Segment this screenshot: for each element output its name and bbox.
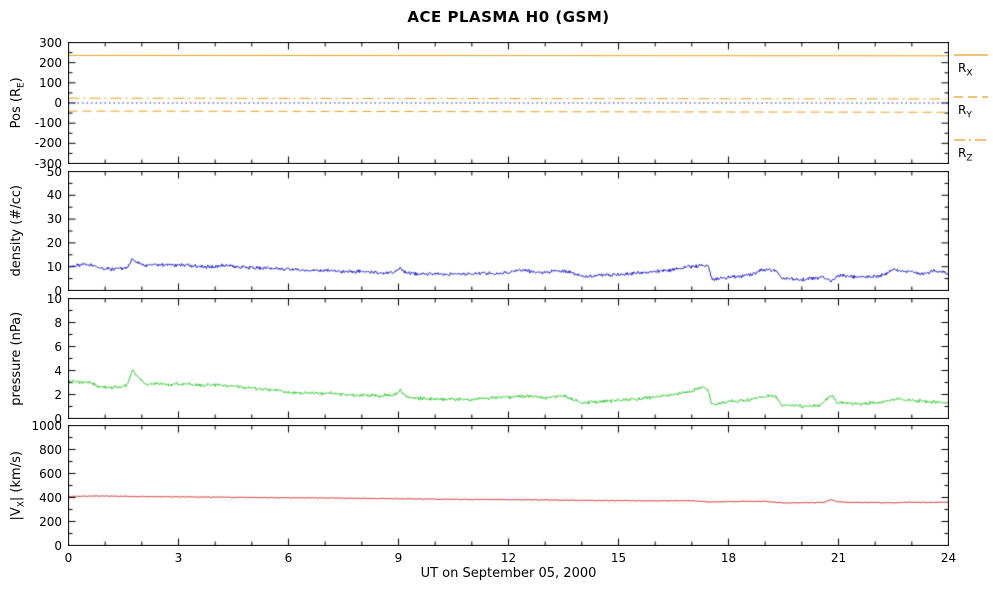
y-tick-label: 20 [46, 235, 62, 250]
y-tick-label: 800 [39, 442, 62, 457]
legend-line-dashdot-icon [954, 139, 988, 141]
x-axis-label: UT on September 05, 2000 [420, 566, 597, 581]
x-tick-label: 21 [830, 551, 847, 565]
x-tick-label: 3 [174, 551, 183, 565]
y-tick-label: 40 [46, 188, 62, 203]
legend-line-solid-icon [954, 54, 988, 56]
legend: RX RY RZ [952, 52, 993, 179]
y-tick-label: 1000 [31, 418, 62, 433]
legend-label-rx: RX [958, 61, 973, 79]
density-plot-canvas [68, 171, 949, 291]
legend-line-dashed-icon [954, 96, 988, 99]
legend-entry-rx: RX [952, 52, 993, 78]
y-tick-label: 10 [46, 291, 62, 306]
y-tick-label: 0 [54, 96, 62, 110]
chart-title: ACE PLASMA H0 (GSM) [407, 8, 610, 26]
position-plot-canvas [68, 42, 949, 164]
x-tick-label: 9 [394, 551, 403, 565]
y-tick-label: 200 [39, 514, 62, 529]
legend-label-ry: RY [958, 103, 972, 121]
x-tick-label: 6 [284, 551, 293, 565]
legend-entry-ry: RY [952, 94, 993, 121]
y-tick-label: -300 [34, 156, 62, 171]
x-tick-label: 18 [720, 551, 737, 565]
x-tick-label: 15 [610, 551, 627, 565]
legend-entry-rz: RZ [952, 137, 993, 163]
y-tick-label: 8 [54, 315, 62, 330]
y-tick-label: 0 [54, 538, 62, 553]
y-tick-label: 10 [46, 259, 62, 274]
y-tick-label: 4 [54, 363, 62, 378]
y-tick-label: 200 [39, 55, 62, 70]
velocity-plot-canvas [68, 425, 949, 546]
y-tick-label: 100 [39, 75, 62, 90]
y-tick-label: 30 [46, 212, 62, 227]
y-tick-label: 2 [54, 387, 62, 402]
panel-velocity [68, 425, 949, 546]
y-tick-label: -100 [34, 116, 62, 131]
y-tick-label: 400 [39, 490, 62, 505]
legend-label-rz: RZ [958, 145, 973, 164]
panel-pressure [68, 298, 949, 419]
panel-position [68, 42, 949, 164]
y-tick-label: -200 [34, 136, 62, 151]
x-tick-label: 0 [64, 551, 73, 565]
x-tick-label: 12 [500, 551, 517, 565]
y-tick-label: 300 [39, 35, 62, 50]
pressure-plot-canvas [68, 298, 949, 419]
y-tick-label: 6 [54, 339, 62, 354]
x-tick-label: 24 [940, 551, 957, 565]
y-tick-label: 600 [39, 466, 62, 481]
y-tick-label: 0 [54, 283, 62, 298]
y-tick-label: 0 [54, 411, 62, 426]
y-tick-label: 50 [46, 164, 62, 179]
panel-density [68, 171, 949, 291]
